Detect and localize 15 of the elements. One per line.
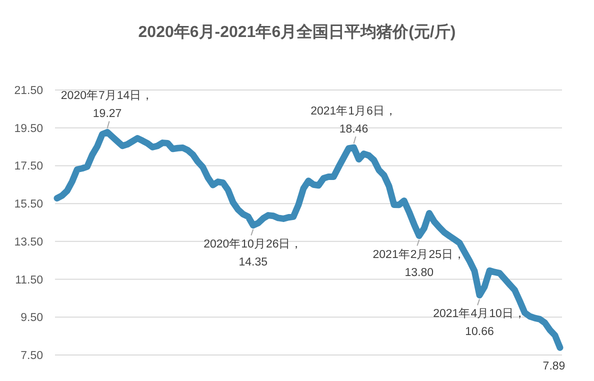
y-tick-label: 13.50 <box>14 236 43 248</box>
annotation: 2021年1月6日， 18.46 <box>310 104 397 136</box>
y-tick-label: 19.50 <box>14 122 43 135</box>
chart-title: 2020年6月-2021年6月全国日平均猪价(元/斤) <box>138 23 456 41</box>
y-tick-label: 17.50 <box>14 160 43 173</box>
y-tick-label: 9.50 <box>20 312 43 324</box>
y-tick-label: 21.50 <box>14 85 43 97</box>
y-tick-label: 15.50 <box>14 198 43 211</box>
y-tick-label: 7.50 <box>20 350 43 362</box>
annotation: 7.89 <box>542 360 566 373</box>
y-tick-label: 11.50 <box>15 274 43 286</box>
annotation: 2020年10月26日， 14.35 <box>204 237 303 268</box>
annotation: 2021年4月10日， 10.66 <box>433 307 526 338</box>
annotation: 2020年7月14日， 19.27 <box>60 89 154 120</box>
annotation: 2021年2月25日， 13.80 <box>372 248 466 279</box>
